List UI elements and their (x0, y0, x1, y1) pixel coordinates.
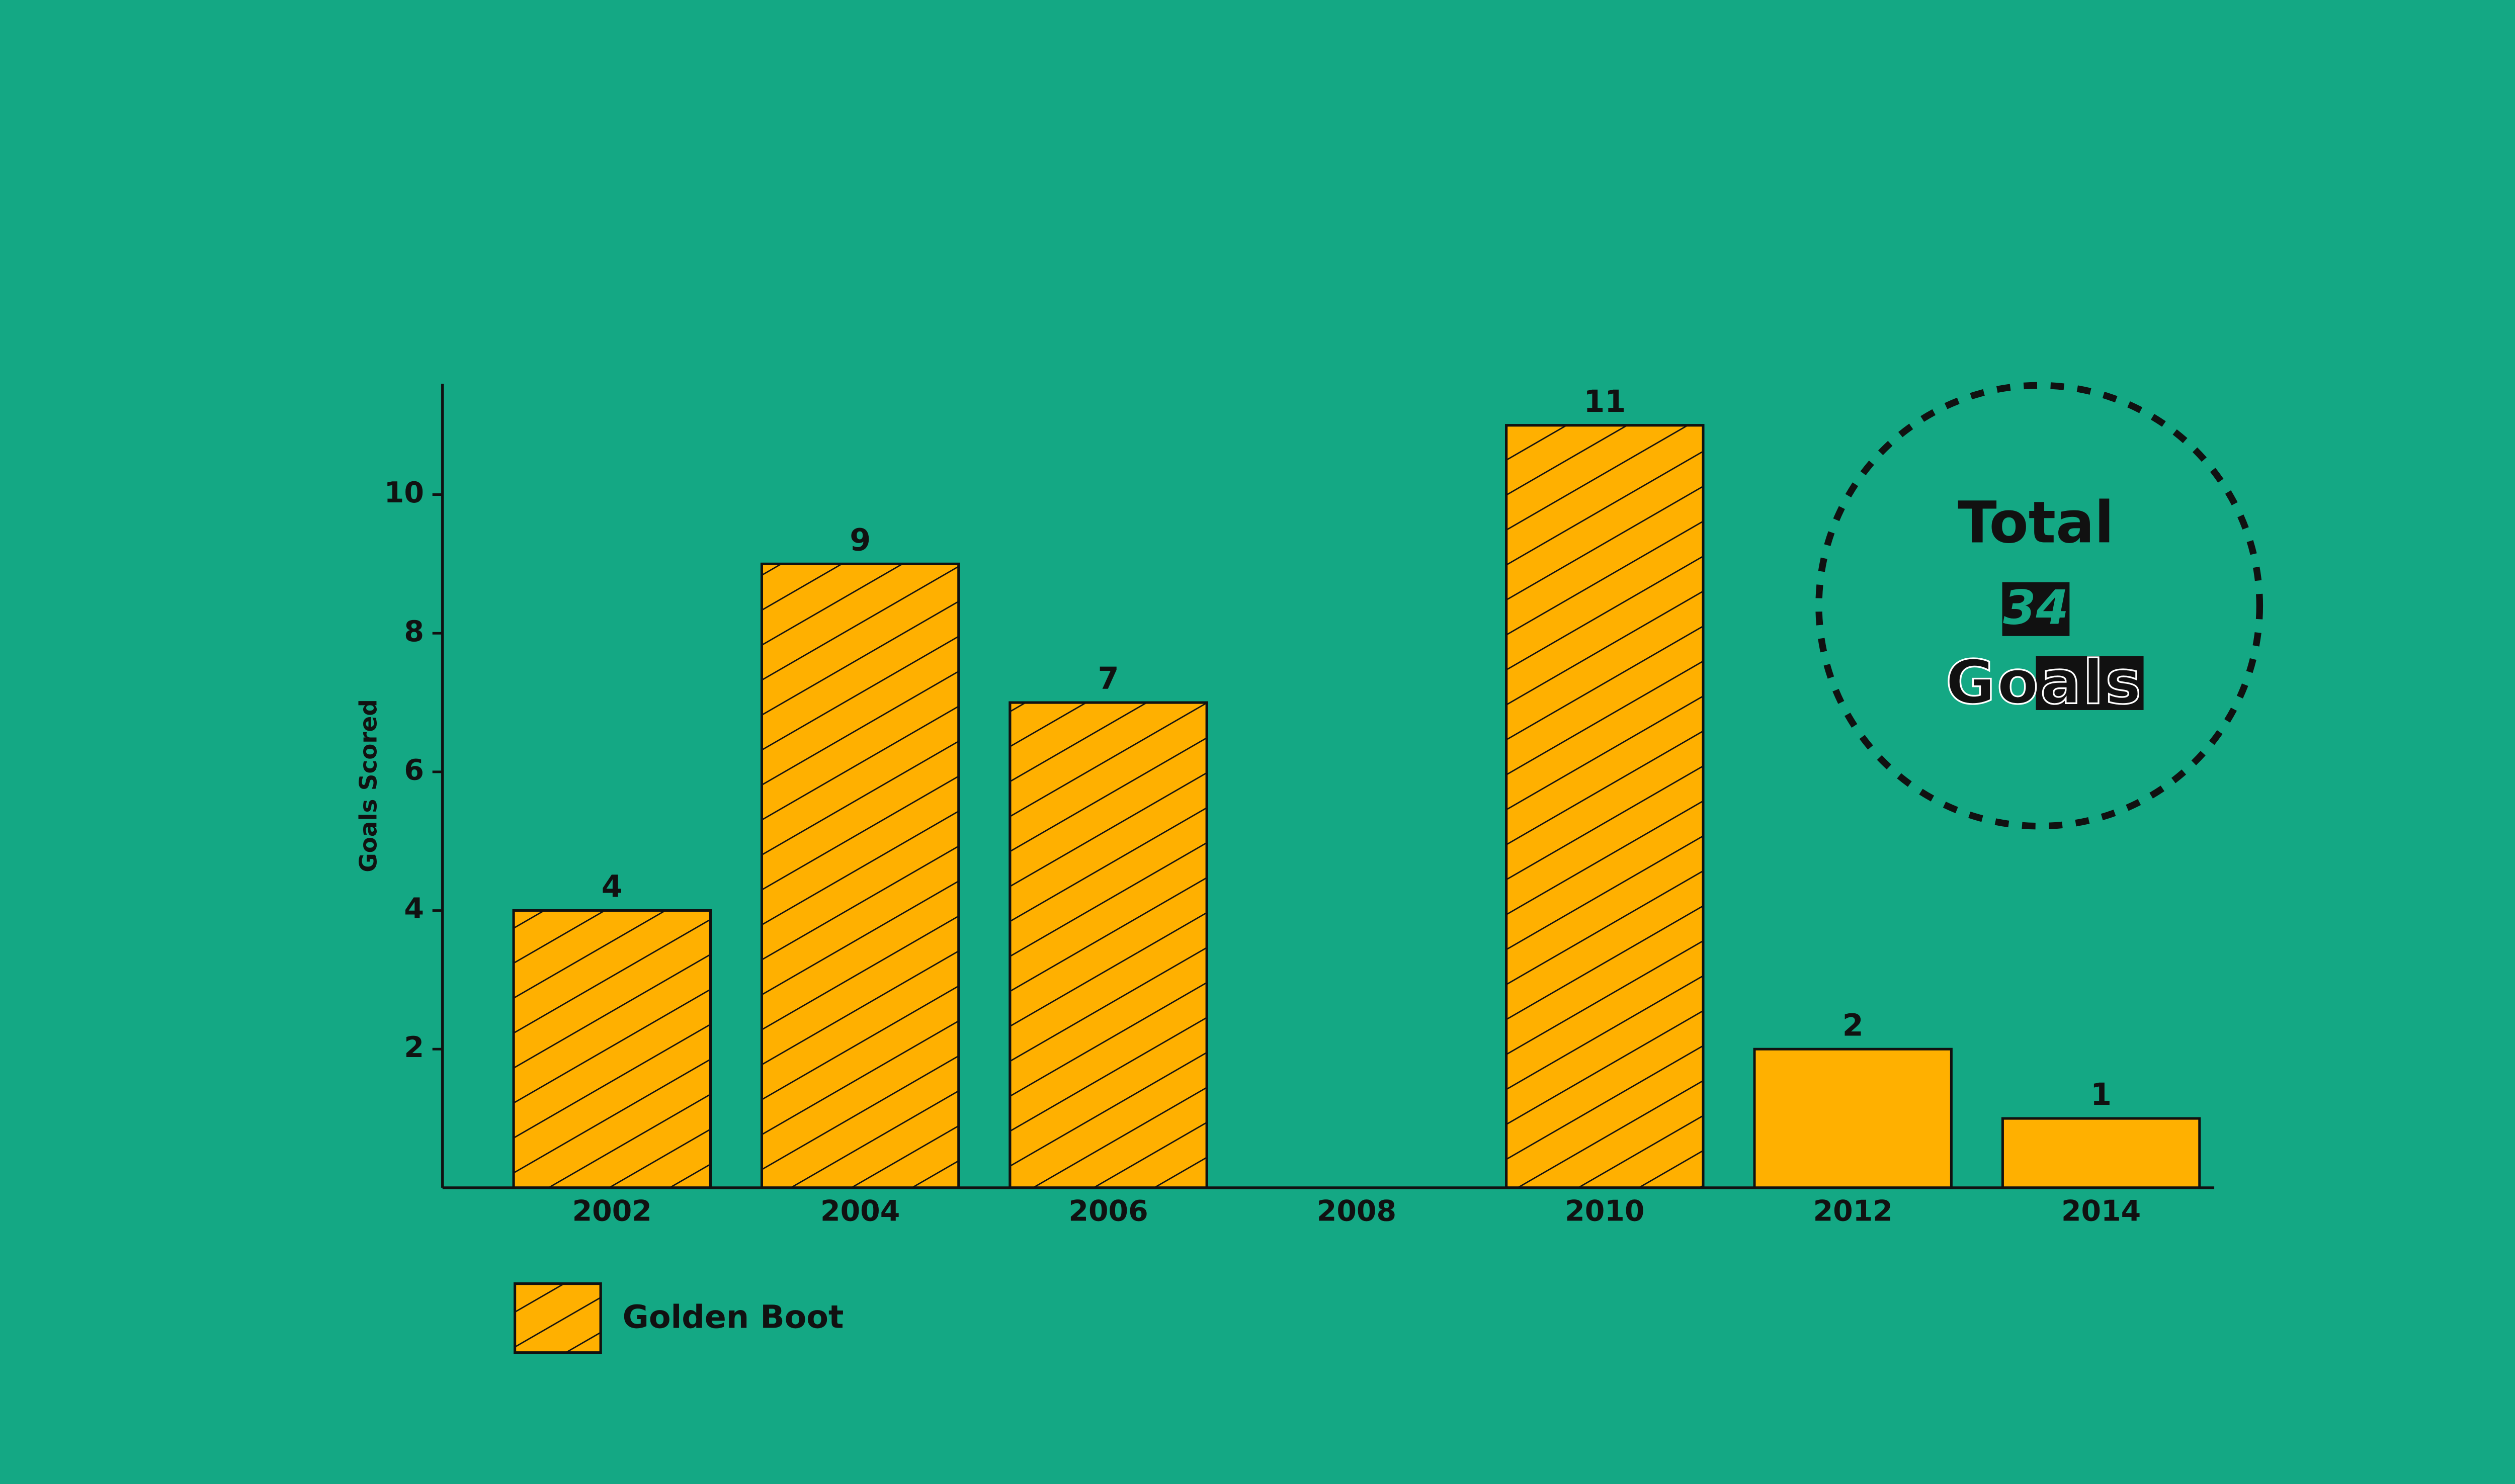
x-tick-label: 2008 (1317, 1195, 1396, 1228)
value-label: 11 (1583, 384, 1626, 419)
bar-hatch (1009, 701, 1208, 1189)
annotation-goals: Goals (1946, 647, 2143, 718)
bar-hatch (512, 909, 712, 1189)
annotation: Total 34 Goals (1815, 382, 2264, 830)
value-label: 1 (2090, 1077, 2112, 1112)
x-tick-label: 2012 (1813, 1195, 1893, 1228)
legend: Golden Boot (514, 1282, 844, 1354)
legend-swatch-hatch (514, 1282, 602, 1354)
y-tick-label: 8 (404, 615, 424, 648)
x-tick-label: 2010 (1565, 1195, 1644, 1228)
annotation-bg (2036, 656, 2144, 710)
value-label: 2 (1842, 1008, 1864, 1043)
y-tick-label: 10 (384, 476, 424, 509)
value-label: 9 (850, 522, 871, 558)
bar (1753, 1047, 1953, 1189)
legend-label: Golden Boot (623, 1298, 844, 1335)
bar (2001, 1117, 2201, 1189)
y-tick-label: 4 (404, 892, 424, 925)
y-axis-label: Goals Scored (355, 699, 382, 872)
y-tick-label: 6 (404, 754, 424, 787)
x-tick-label: 2014 (2061, 1195, 2141, 1228)
value-label: 7 (1098, 661, 1119, 696)
annotation-number: 34 (2003, 580, 2068, 635)
annotation-bg (2002, 582, 2070, 636)
annotation-total: Total (1958, 489, 2114, 556)
x-tick-label: 2004 (820, 1195, 900, 1228)
annotation-circle (1815, 382, 2264, 830)
bar-hatch (1505, 424, 1705, 1189)
value-label: 4 (602, 869, 623, 905)
plot-area: 2 4 6 8 10 2002 4 2004 9 2006 7 2008 2010 11 2012 2 2014… (384, 384, 2201, 1228)
y-tick-label: 2 (404, 1031, 424, 1064)
bar-hatch (760, 562, 960, 1189)
x-tick-label: 2002 (572, 1195, 652, 1228)
x-tick-label: 2006 (1068, 1195, 1148, 1228)
